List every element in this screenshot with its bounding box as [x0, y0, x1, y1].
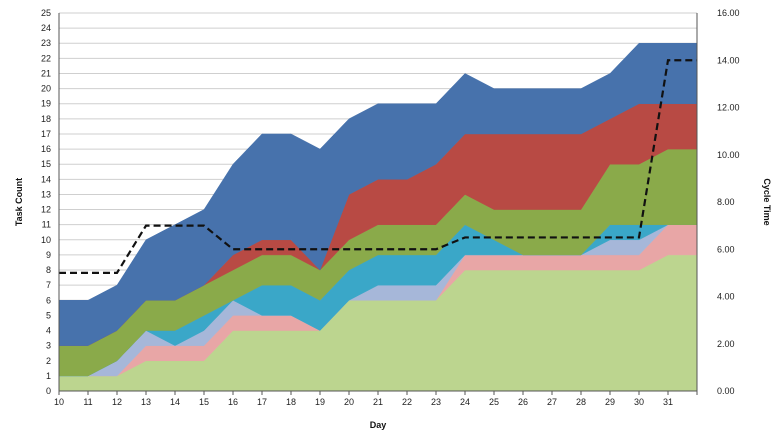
y2-tick-label: 2.00	[717, 339, 735, 349]
y-tick-label: 18	[41, 114, 51, 124]
y-tick-label: 2	[46, 356, 51, 366]
x-tick-label: 25	[489, 397, 499, 407]
y-tick-label: 12	[41, 205, 51, 215]
x-tick-label: 18	[286, 397, 296, 407]
y-tick-label: 17	[41, 129, 51, 139]
x-tick-label: 15	[199, 397, 209, 407]
y-tick-label: 24	[41, 23, 51, 33]
y-tick-label: 4	[46, 326, 51, 336]
x-tick-label: 11	[83, 397, 92, 407]
cycle-time-line	[59, 59, 697, 274]
x-tick-label: 12	[112, 397, 122, 407]
x-tick-label: 29	[605, 397, 615, 407]
x-tick-label: 26	[518, 397, 528, 407]
y-tick-label: 21	[41, 68, 51, 78]
y2-tick-label: 10.00	[717, 150, 740, 160]
y-tick-label: 8	[46, 265, 51, 275]
y-tick-label: 11	[42, 220, 51, 230]
y2-tick-label: 12.00	[717, 103, 740, 113]
y-tick-label: 6	[46, 295, 51, 305]
y2-tick-label: 0.00	[717, 386, 735, 396]
y-tick-label: 25	[41, 8, 51, 18]
x-tick-label: 30	[634, 397, 644, 407]
stacked-areas	[58, 42, 698, 392]
y-tick-label: 22	[41, 53, 51, 63]
x-tick-label: 13	[141, 397, 151, 407]
y-tick-label: 16	[41, 144, 51, 154]
x-tick-label: 21	[373, 397, 383, 407]
y-tick-label: 9	[46, 250, 51, 260]
y-tick-label: 3	[46, 341, 51, 351]
y-tick-label: 7	[46, 280, 51, 290]
y-tick-label: 5	[46, 310, 51, 320]
cycle-time-line-group	[59, 59, 697, 274]
y2-tick-label: 6.00	[717, 244, 735, 254]
x-axis-title: Day	[370, 420, 387, 430]
y-tick-label: 10	[41, 235, 51, 245]
x-tick-label: 28	[576, 397, 586, 407]
x-tick-label: 24	[460, 397, 470, 407]
y-tick-label: 1	[46, 371, 51, 381]
x-tick-label: 14	[170, 397, 180, 407]
y2-tick-label: 14.00	[717, 55, 740, 65]
y2-tick-label: 16.00	[717, 8, 740, 18]
y-tick-label: 13	[41, 189, 51, 199]
y-tick-label: 14	[41, 174, 51, 184]
x-tick-label: 17	[257, 397, 267, 407]
x-tick-label: 16	[228, 397, 238, 407]
y-axis-title: Task Count	[14, 178, 24, 226]
y2-tick-label: 8.00	[717, 197, 735, 207]
y-tick-label: 15	[41, 159, 51, 169]
x-tick-label: 19	[315, 397, 325, 407]
y2-tick-label: 4.00	[717, 292, 735, 302]
x-tick-label: 20	[344, 397, 354, 407]
y-tick-label: 20	[41, 84, 51, 94]
y2-axis-title: Cycle Time	[762, 178, 772, 225]
x-tick-label: 23	[431, 397, 441, 407]
y-tick-label: 23	[41, 38, 51, 48]
x-tick-label: 10	[54, 397, 64, 407]
y-tick-label: 0	[46, 386, 51, 396]
x-tick-label: 22	[402, 397, 412, 407]
x-tick-label: 31	[663, 397, 673, 407]
x-tick-label: 27	[547, 397, 557, 407]
y-tick-label: 19	[41, 99, 51, 109]
axes: 0123456789101112131415161718192021222324…	[41, 8, 740, 407]
